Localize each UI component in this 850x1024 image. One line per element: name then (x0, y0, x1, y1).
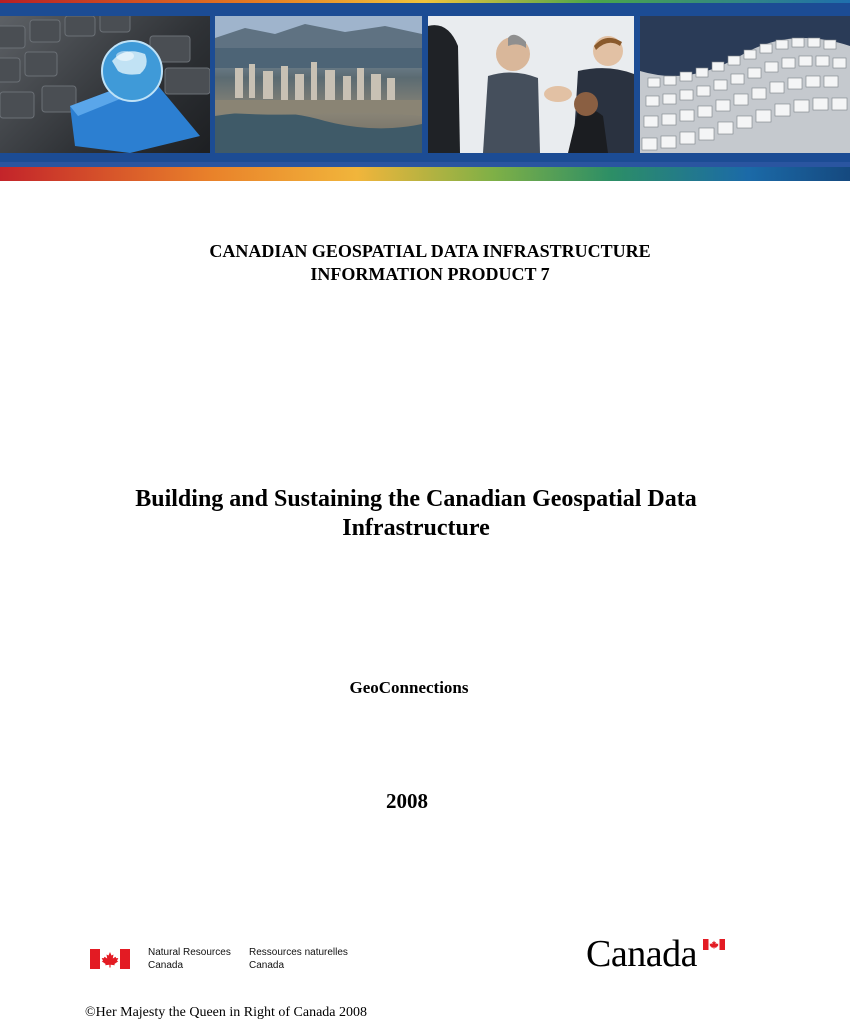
business-handshake-image (428, 16, 634, 153)
copyright-notice: ©Her Majesty the Queen in Right of Canad… (85, 1005, 368, 1020)
banner-top-line (0, 0, 850, 3)
keyboard-globe-image (0, 16, 210, 153)
author: GeoConnections (349, 678, 469, 697)
title-line-1: Building and Sustaining the Canadian Geo… (135, 486, 697, 512)
nrcan-en-line-2: Canada (148, 960, 184, 971)
document-title: Building and Sustaining the Canadian Geo… (0, 485, 841, 543)
publication-year: 2008 (386, 789, 428, 813)
nrcan-french-name: Ressources naturelles Canada (249, 946, 348, 972)
header-banner (0, 3, 850, 162)
binary-data-image (640, 16, 850, 153)
nrcan-fr-line-2: Canada (249, 960, 285, 971)
series-line-1: CANADIAN GEOSPATIAL DATA INFRASTRUCTURE (209, 241, 651, 261)
series-line-2: INFORMATION PRODUCT 7 (310, 264, 550, 284)
title-line-2: Infrastructure (342, 515, 490, 541)
canada-flag-icon (90, 949, 130, 969)
banner-color-stripe (0, 162, 850, 181)
nrcan-english-name: Natural Resources Canada (148, 946, 231, 972)
nrcan-en-line-1: Natural Resources (148, 947, 231, 958)
canada-wordmark: Canada (586, 933, 697, 975)
wordmark-flag-icon (703, 939, 725, 950)
series-heading: CANADIAN GEOSPATIAL DATA INFRASTRUCTURE … (5, 240, 850, 286)
nrcan-fr-line-1: Ressources naturelles (249, 947, 348, 958)
city-aerial-image (215, 16, 422, 153)
